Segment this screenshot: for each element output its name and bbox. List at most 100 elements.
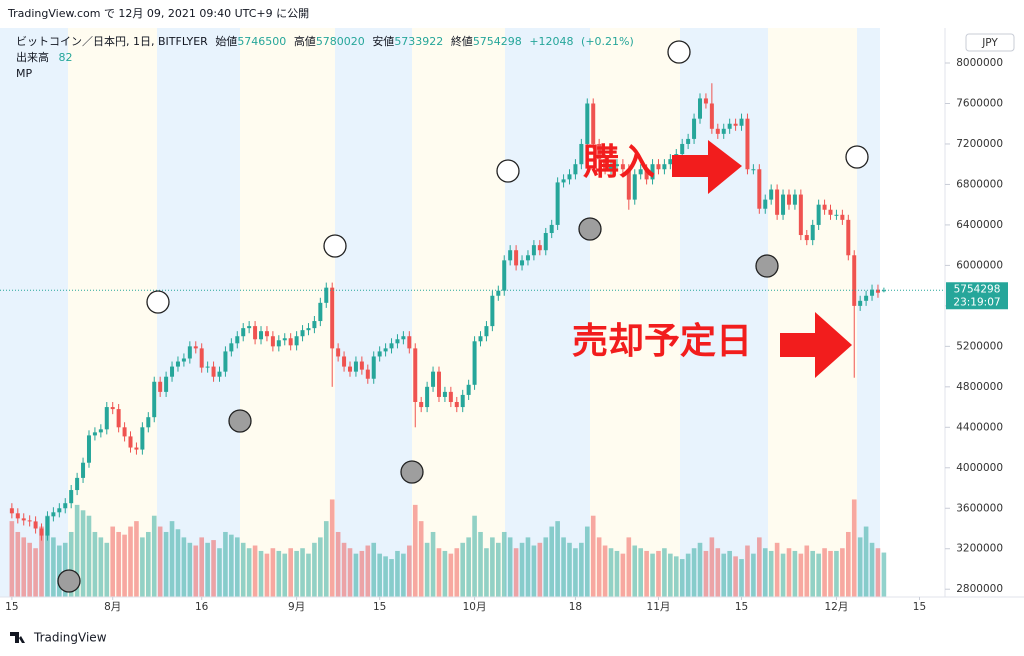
x-tick-label: 15 [735,601,748,613]
volume-bar [288,548,293,597]
circle [845,145,869,169]
candle-body [134,447,139,450]
volume-bar [555,521,560,597]
volume-bar [644,550,649,597]
y-tick-label: 4400000 [956,421,1003,433]
circle [496,159,520,183]
volume-bar [407,545,412,597]
candle-body [247,326,252,329]
currency-button[interactable] [965,33,1015,52]
volume-bar [448,553,454,597]
circle [57,569,81,593]
volume-bar [223,531,228,597]
candle-body [721,128,726,134]
volume-bar [662,548,667,597]
volume-bar [205,542,210,597]
candle-body [502,260,507,291]
candle-body [223,351,228,372]
x-tick-label: 8月 [104,601,121,613]
volume-bar [151,515,157,597]
band [412,28,505,597]
candle-body [270,336,275,347]
volume-bar [727,550,732,597]
volume-bar [602,545,608,597]
candle-body [300,330,305,337]
volume-bar [187,542,193,597]
arrow [672,140,742,194]
candle-body [514,250,519,266]
circle [323,234,347,258]
candle-body [330,287,335,349]
volume-bar [685,553,691,597]
candle-body [567,174,572,180]
volume-bar [264,553,270,597]
volume-legend: 出来高 82 [16,50,73,64]
symbol-title: ビットコイン／日本円, 1日, BITFLYER [16,34,208,48]
candle-body [585,103,590,144]
volume-bar [258,550,264,597]
volume-bar [513,548,519,597]
candle-body [686,138,691,144]
candle-body [241,328,246,337]
volume-bar [804,545,810,597]
candle-body [573,164,578,175]
x-tick-label: 16 [195,601,209,613]
candle-body [359,361,364,370]
volume-bar [412,504,418,597]
candle-body [348,366,352,372]
volume-bar [579,542,584,597]
currency: JPY [981,37,998,49]
candle-body [57,508,62,513]
candle-body [419,402,424,408]
annotation: 購入 [583,142,655,183]
volume-bar [306,553,311,597]
candle-body [709,103,714,129]
candle-body [205,366,210,368]
y-tick-label: 2800000 [956,583,1003,595]
band [505,28,590,597]
volume-bar [739,559,744,597]
volume-bar [57,545,62,597]
candle-body [324,287,329,303]
candle-body [727,123,732,129]
circle [228,409,252,433]
candle-body [864,295,869,301]
candle-body [104,407,109,430]
candle-body [69,490,74,504]
volume-bar [869,542,875,597]
candle-body [751,169,756,171]
candle-body [597,143,602,160]
volume-bar [519,542,525,597]
candle-body [342,356,347,367]
volume-bar [193,545,199,597]
volume-bar [199,537,204,597]
volume-bar [21,537,27,597]
candle-body [306,328,311,331]
candle-body [508,250,513,261]
ohlc-label: 高値 [294,34,316,48]
volume-bar [383,556,388,597]
circle [578,217,602,241]
candle-body [692,118,697,139]
volume-bar [875,548,881,597]
candle-body [478,336,483,342]
circles [146,40,869,314]
candle-body [377,351,382,357]
candle-body [140,427,145,450]
candle-body [591,103,596,144]
volume-bar [798,553,804,597]
candle-body [146,417,151,428]
candle-body [763,199,768,209]
volume-bar [632,545,638,597]
band [68,28,157,597]
volume-bar [466,537,471,597]
candle-body [193,346,198,349]
volume-bar [45,515,50,597]
volume-bar [620,553,626,597]
candle-body [620,164,625,170]
candle-body [98,429,103,433]
circle [755,254,779,278]
bands [0,28,880,597]
volume-bar [116,531,121,597]
